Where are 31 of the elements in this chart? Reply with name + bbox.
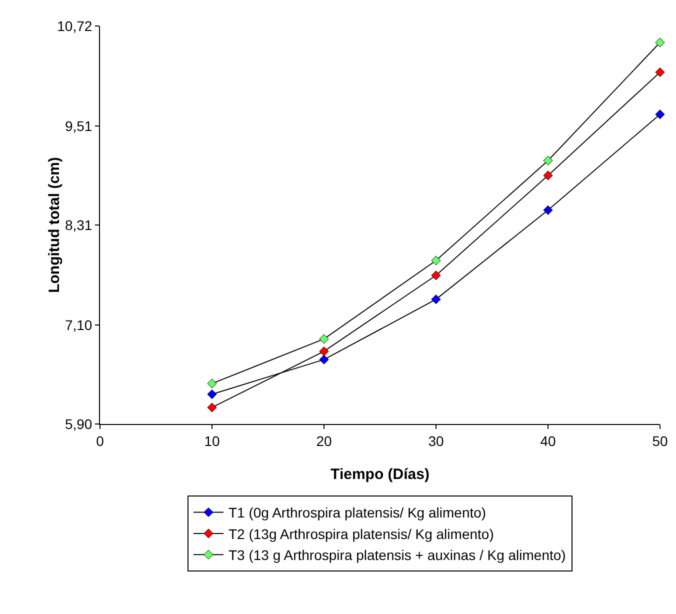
point xyxy=(543,156,553,166)
y-tick-label: 10,72 xyxy=(57,18,92,34)
point xyxy=(431,256,441,266)
x-tick-label: 40 xyxy=(540,432,556,449)
legend-label: T2 (13g Arthrospira platensis/ Kg alimento) xyxy=(228,526,494,542)
legend-label: T3 (13 g Arthrospira platensis + auxinas / Kg alimento) xyxy=(228,547,566,564)
point xyxy=(655,67,665,78)
point xyxy=(543,170,553,180)
y-tick-label: 5,90 xyxy=(64,416,92,432)
point xyxy=(207,389,217,400)
y-tick-label: 7,10 xyxy=(64,316,92,333)
y-axis-title: Longitud total (cm) xyxy=(46,157,63,293)
x-tick-label: 10 xyxy=(204,432,220,449)
point xyxy=(207,378,217,388)
point xyxy=(319,346,329,356)
y-tick-label: 8,31 xyxy=(64,216,92,233)
point xyxy=(319,334,329,344)
x-tick-label: 20 xyxy=(316,432,332,449)
point xyxy=(319,354,329,364)
point xyxy=(207,402,217,412)
x-tick-label: 30 xyxy=(428,432,444,449)
x-tick-label: 50 xyxy=(652,432,668,449)
point xyxy=(431,270,441,280)
point xyxy=(655,110,665,120)
legend-label: T1 (0g Arthrospira platensis/ Kg alimento) xyxy=(228,504,486,521)
point xyxy=(655,38,665,48)
x-axis-title: Tiempo (Días) xyxy=(330,466,430,483)
point xyxy=(431,294,441,304)
x-tick-label: 0 xyxy=(96,432,104,449)
point xyxy=(543,205,553,215)
y-tick-label: 9,51 xyxy=(64,118,92,134)
